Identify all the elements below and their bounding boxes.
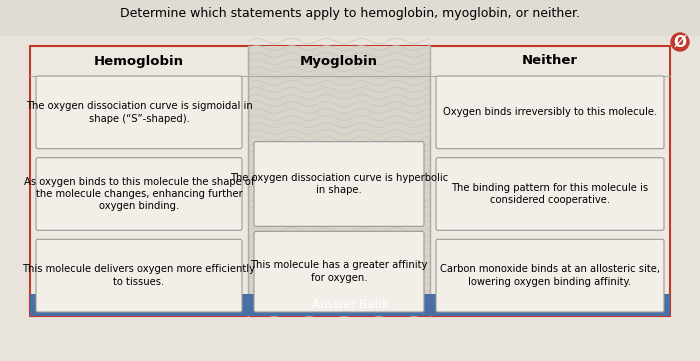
FancyBboxPatch shape xyxy=(36,239,242,312)
FancyBboxPatch shape xyxy=(30,46,670,316)
FancyBboxPatch shape xyxy=(36,158,242,230)
Text: Carbon monoxide binds at an allosteric site,
lowering oxygen binding affinity.: Carbon monoxide binds at an allosteric s… xyxy=(440,265,660,287)
Bar xyxy=(0,0,700,36)
FancyBboxPatch shape xyxy=(436,239,664,312)
Text: Determine which statements apply to hemoglobin, myoglobin, or neither.: Determine which statements apply to hemo… xyxy=(120,6,580,19)
Text: The oxygen dissociation curve is hyperbolic
in shape.: The oxygen dissociation curve is hyperbo… xyxy=(230,173,448,195)
Text: This molecule has a greater affinity
for oxygen.: This molecule has a greater affinity for… xyxy=(251,261,428,283)
Text: The binding pattern for this molecule is
considered cooperative.: The binding pattern for this molecule is… xyxy=(452,183,649,205)
FancyBboxPatch shape xyxy=(254,142,424,226)
Text: This molecule delivers oxygen more efficiently
to tissues.: This molecule delivers oxygen more effic… xyxy=(22,265,255,287)
Text: Neither: Neither xyxy=(522,55,578,68)
FancyBboxPatch shape xyxy=(36,76,242,149)
Text: Answer Bank: Answer Bank xyxy=(312,299,388,312)
Text: Hemoglobin: Hemoglobin xyxy=(94,55,184,68)
Bar xyxy=(30,294,670,316)
FancyBboxPatch shape xyxy=(436,76,664,149)
Text: As oxygen binds to this molecule the shape of
the molecule changes, enhancing fu: As oxygen binds to this molecule the sha… xyxy=(24,177,254,212)
Bar xyxy=(248,46,430,316)
Circle shape xyxy=(671,33,689,51)
FancyBboxPatch shape xyxy=(254,231,424,312)
Text: Ø: Ø xyxy=(673,35,687,49)
Text: Oxygen binds irreversibly to this molecule.: Oxygen binds irreversibly to this molecu… xyxy=(443,107,657,117)
Text: The oxygen dissociation curve is sigmoidal in
shape (“S”-shaped).: The oxygen dissociation curve is sigmoid… xyxy=(26,101,253,123)
FancyBboxPatch shape xyxy=(436,158,664,230)
Text: Myoglobin: Myoglobin xyxy=(300,55,378,68)
